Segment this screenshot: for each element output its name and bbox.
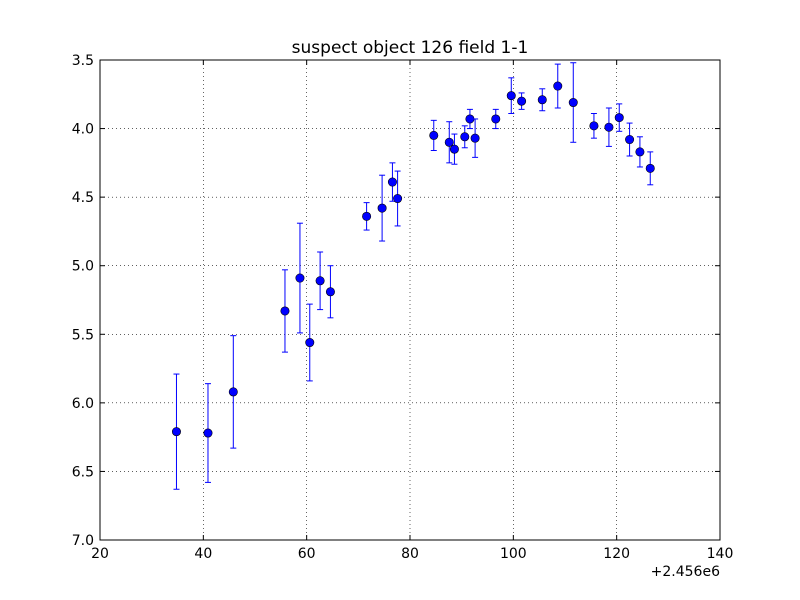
x-tick-label: 60: [298, 546, 316, 562]
data-marker: [506, 91, 516, 101]
data-point: [568, 62, 578, 143]
y-tick-label: 7.0: [72, 533, 94, 549]
data-marker: [614, 113, 624, 123]
data-marker: [604, 122, 614, 132]
data-point: [444, 121, 454, 164]
y-tick-label: 3.5: [72, 53, 94, 69]
plot-area-frame: [99, 59, 721, 541]
data-point: [537, 88, 547, 112]
x-tick-label: 80: [401, 546, 419, 562]
data-point: [553, 63, 563, 109]
data-marker: [362, 211, 372, 221]
data-marker: [568, 98, 578, 108]
x-tick-label: 140: [707, 546, 734, 562]
data-point: [429, 119, 439, 152]
data-marker: [537, 95, 547, 105]
data-point: [604, 107, 614, 147]
data-marker: [491, 114, 501, 124]
chart-title: suspect object 126 field 1-1: [292, 38, 529, 58]
data-point: [460, 125, 470, 149]
data-marker: [449, 144, 459, 154]
y-tick-label: 4.5: [72, 190, 94, 206]
data-point: [315, 251, 325, 311]
data-point: [387, 162, 397, 202]
x-tick-label: 40: [194, 546, 212, 562]
data-marker: [444, 137, 454, 147]
data-point: [325, 265, 335, 319]
data-point: [517, 92, 527, 110]
y-tick-label: 5.0: [72, 259, 94, 275]
data-point: [449, 133, 459, 165]
y-axis-ticks: 3.5 4.0 4.5 5.0 5.5 6.0 6.5 7.0: [72, 53, 720, 549]
data-marker: [460, 132, 470, 142]
data-point: [491, 108, 501, 130]
data-marker: [470, 133, 480, 143]
data-point: [203, 383, 213, 483]
x-tick-label: 100: [500, 546, 527, 562]
data-marker: [325, 287, 335, 297]
data-point: [506, 77, 516, 114]
data-point: [589, 112, 599, 139]
x-tick-label: 20: [91, 546, 109, 562]
data-marker: [517, 96, 527, 106]
data-point: [393, 170, 403, 227]
data-point: [635, 136, 645, 168]
grid: [100, 60, 720, 540]
y-tick-label: 5.5: [72, 327, 94, 343]
data-marker: [589, 121, 599, 131]
data-series: [171, 62, 655, 490]
data-marker: [315, 276, 325, 286]
data-point: [280, 269, 290, 353]
x-tick-label: 120: [603, 546, 630, 562]
data-marker: [203, 428, 213, 438]
data-marker: [295, 273, 305, 283]
data-marker: [377, 203, 387, 213]
data-marker: [305, 338, 315, 348]
data-marker: [625, 135, 635, 145]
data-point: [377, 174, 387, 242]
data-marker: [429, 130, 439, 140]
data-point: [305, 303, 315, 382]
data-point: [295, 222, 305, 334]
data-point: [362, 202, 372, 231]
x-axis-ticks: 20 40 60 80 100 120 140: [91, 60, 733, 562]
data-marker: [171, 427, 181, 437]
y-tick-label: 6.0: [72, 396, 94, 412]
data-point: [614, 103, 624, 132]
data-marker: [280, 306, 290, 316]
y-tick-label: 6.5: [72, 464, 94, 480]
data-marker: [228, 387, 238, 397]
data-point: [171, 373, 181, 490]
data-point: [228, 335, 238, 449]
data-marker: [387, 177, 397, 187]
data-marker: [553, 81, 563, 91]
data-marker: [393, 194, 403, 204]
data-point: [470, 118, 480, 158]
y-tick-label: 4.0: [72, 122, 94, 138]
data-marker: [635, 147, 645, 157]
data-point: [625, 122, 635, 157]
x-axis-offset-label: +2.456e6: [651, 564, 720, 580]
data-point: [645, 151, 655, 186]
data-marker: [645, 163, 655, 173]
